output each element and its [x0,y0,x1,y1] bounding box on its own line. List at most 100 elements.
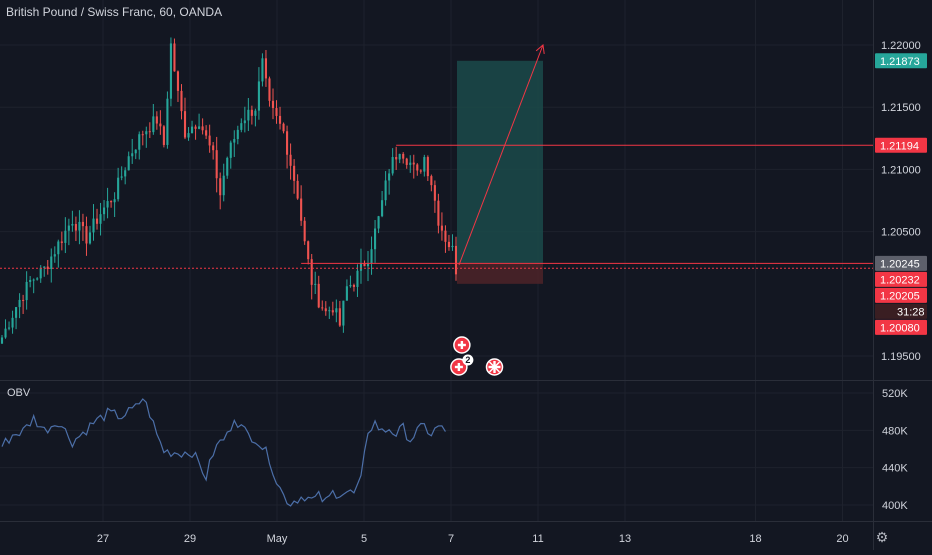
candle-body [134,149,137,154]
candle-body [120,176,123,178]
candle-body [39,267,42,279]
candle-body [190,126,194,134]
badge-count-bg [462,354,474,366]
candle-body [419,170,422,172]
candle-body [426,157,429,177]
candle-body [127,156,130,171]
obv-title: OBV [7,387,31,399]
candle-body [53,254,56,257]
candle-body [278,115,282,124]
candle-body [229,142,232,158]
gear-icon[interactable]: ⚙ [875,529,889,545]
candle-body [18,299,21,308]
price-marker-badge [875,319,927,335]
price-tick-label: 1.19500 [881,351,921,363]
candle-body [331,310,334,313]
candle-body [176,71,180,91]
candle-body [356,270,359,287]
candle-body [300,198,303,221]
badge-count: 2 [465,355,470,365]
price-marker-badge [875,271,927,287]
candle-body [236,129,239,140]
candle-body [247,109,250,121]
price-marker-label: 1.21873 [880,56,920,68]
target-zone[interactable] [457,60,543,264]
candle-body [36,278,39,280]
candle-body [11,317,14,328]
candle-body [282,123,285,132]
candle-body [46,266,49,270]
candle-body [271,100,275,109]
candle-body [106,201,109,208]
candle-body [67,225,70,231]
candle-body [307,241,310,260]
stop-zone[interactable] [457,263,543,284]
price-marker-badge [875,303,927,319]
candle-body [15,307,18,318]
time-tick-label: May [267,533,288,545]
candle-body [113,199,116,203]
candle-body [345,286,348,301]
price-marker-label: 1.20245 [880,258,920,270]
obv-tick-label: 520K [882,388,908,400]
candle-body [254,110,257,116]
candle-body [85,226,88,244]
flag-cross-h [488,365,501,369]
candle-body [194,126,197,129]
candle-body [201,126,204,131]
candle-body [152,116,155,133]
candle-body [212,145,215,151]
candle-body [29,280,32,282]
forecast-arrow[interactable] [458,44,544,266]
candle-body [402,153,405,159]
candle-body [328,310,331,312]
candle-body [440,225,443,231]
candle-body [303,220,306,242]
candle-body [92,218,95,233]
obv-tick-label: 480K [882,425,908,437]
symbol-title: British Pound / Swiss Franc, 60, OANDA [6,5,223,19]
candle-body [257,81,260,111]
candle-body [148,131,151,133]
price-tick-label: 1.20500 [881,227,921,239]
flag-cross-h [457,343,466,347]
candle-body [64,230,67,243]
candle-body [141,134,144,136]
candle-body [145,131,148,135]
candle-body [117,177,120,200]
candle-body [314,283,317,285]
candle-body [43,266,46,268]
candle-body [226,157,229,176]
candle-body [366,263,370,267]
candle-body [437,200,440,226]
candle-body [321,307,324,309]
candle-body [451,245,454,248]
candle-body [162,126,165,145]
candle-body [74,223,77,231]
candle-body [60,241,63,243]
candle-body [25,281,28,301]
candle-body [205,130,208,136]
price-marker-badge [875,255,927,271]
candle-body [293,165,296,181]
candle-body [50,256,53,270]
price-marker-label: 31:28 [897,306,925,318]
price-tick-label: 1.22000 [881,40,921,52]
obv-tick-label: 400K [882,500,908,512]
candle-body [71,223,74,226]
candle-body [187,133,190,138]
candle-body [423,157,426,172]
candle-body [349,284,352,287]
candle-body [57,241,60,255]
candle-body [268,78,271,101]
candle-body [324,308,327,312]
price-marker-label: 1.20205 [880,290,920,302]
arrow-head [535,44,545,54]
obv-tick-label: 440K [882,463,908,475]
candle-body [198,126,201,129]
candle-body [110,201,113,203]
candle-body [447,241,451,248]
candle-body [405,158,408,165]
